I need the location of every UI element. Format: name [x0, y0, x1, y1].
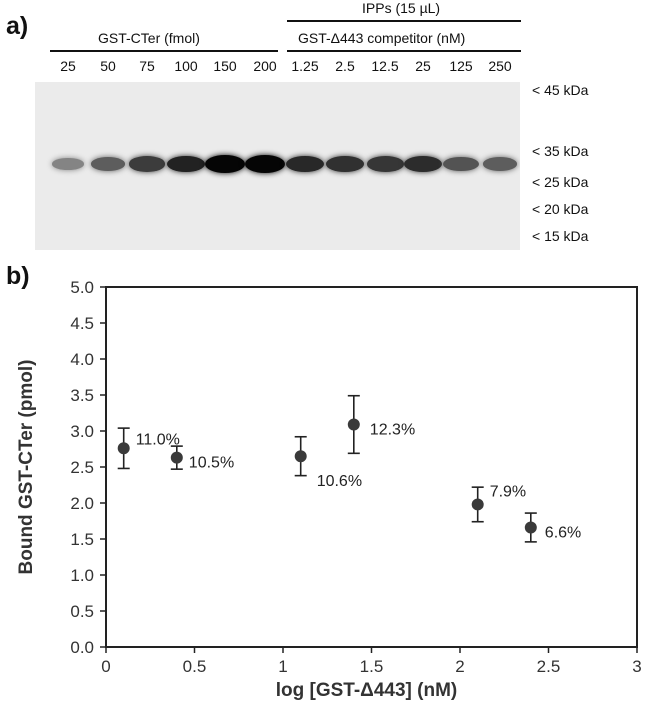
y-tick-label: 3.0	[70, 422, 94, 441]
competitor-rule	[287, 50, 521, 52]
protein-band	[286, 155, 324, 173]
x-tick-label: 3	[632, 657, 641, 676]
y-tick-label: 4.5	[70, 314, 94, 333]
lane-label: 100	[174, 58, 198, 74]
data-point-label: 12.3%	[370, 422, 415, 439]
gst-cter-rule	[50, 50, 278, 52]
ipps-header: IPPs (15 µL)	[362, 0, 441, 16]
y-tick-label: 0.0	[70, 638, 94, 657]
gst-cter-header: GST-CTer (fmol)	[98, 30, 200, 46]
data-point-label: 6.6%	[545, 524, 581, 541]
protein-band	[205, 155, 245, 173]
western-blot-image	[35, 82, 520, 250]
panel-a-label: a)	[6, 12, 29, 40]
ipps-rule	[287, 20, 521, 22]
data-point	[117, 442, 130, 455]
lane-label: 2.5	[335, 58, 355, 74]
x-tick-label: 0.5	[183, 657, 207, 676]
y-tick-label: 0.5	[70, 602, 94, 621]
lane-label: 50	[100, 58, 116, 74]
protein-band	[51, 158, 85, 170]
y-tick-label: 2.0	[70, 494, 94, 513]
y-tick-label: 4.0	[70, 350, 94, 369]
x-tick-label: 2	[455, 657, 464, 676]
marker-15kda: < 15 kDa	[532, 228, 589, 244]
x-axis-label: log [GST-Δ443] (nM)	[276, 680, 457, 701]
y-tick-label: 1.5	[70, 530, 94, 549]
protein-band	[128, 156, 166, 172]
panel-b-label: b)	[6, 262, 30, 290]
data-point-label: 10.5%	[189, 455, 234, 472]
plot-frame	[105, 286, 638, 648]
protein-band	[404, 156, 442, 172]
y-tick-label: 3.5	[70, 386, 94, 405]
y-tick-label: 5.0	[70, 278, 94, 297]
x-tick-label: 0	[101, 657, 110, 676]
marker-45kda: < 45 kDa	[532, 82, 589, 98]
data-point	[471, 498, 484, 511]
data-point	[294, 450, 307, 463]
marker-20kda: < 20 kDa	[532, 201, 589, 217]
binding-scatter-chart: 0.00.51.01.52.02.53.03.54.04.55.00 0.5 1 1.…	[16, 278, 642, 701]
data-point	[170, 451, 183, 464]
x-tick-label: 1	[278, 657, 287, 676]
protein-band	[482, 157, 518, 171]
y-tick-label: 1.0	[70, 566, 94, 585]
data-point	[347, 418, 360, 431]
protein-band	[326, 156, 364, 172]
x-tick-label: 2.5	[537, 657, 561, 676]
lane-label: 25	[60, 58, 76, 74]
protein-band	[90, 157, 126, 171]
marker-35kda: < 35 kDa	[532, 143, 589, 159]
lane-label: 125	[449, 58, 473, 74]
lane-label: 200	[253, 58, 277, 74]
data-point	[524, 521, 537, 534]
data-point-label: 10.6%	[317, 473, 362, 490]
marker-25kda: < 25 kDa	[532, 174, 589, 190]
lane-label: 25	[415, 58, 431, 74]
y-axis-label: Bound GST-CTer (pmol)	[16, 360, 37, 575]
protein-band	[443, 157, 479, 171]
x-tick-label: 1.5	[360, 657, 384, 676]
protein-band	[366, 156, 404, 172]
protein-band	[166, 155, 206, 173]
y-tick-label: 2.5	[70, 458, 94, 477]
lane-label: 1.25	[291, 58, 319, 74]
data-point-label: 11.0%	[136, 431, 180, 448]
lane-label: 250	[488, 58, 512, 74]
data-point-label: 7.9%	[490, 483, 526, 500]
lane-label: 75	[139, 58, 155, 74]
competitor-header: GST-Δ443 competitor (nM)	[298, 30, 466, 46]
lane-label: 12.5	[371, 58, 399, 74]
protein-band	[245, 155, 285, 173]
lane-label: 150	[213, 58, 237, 74]
